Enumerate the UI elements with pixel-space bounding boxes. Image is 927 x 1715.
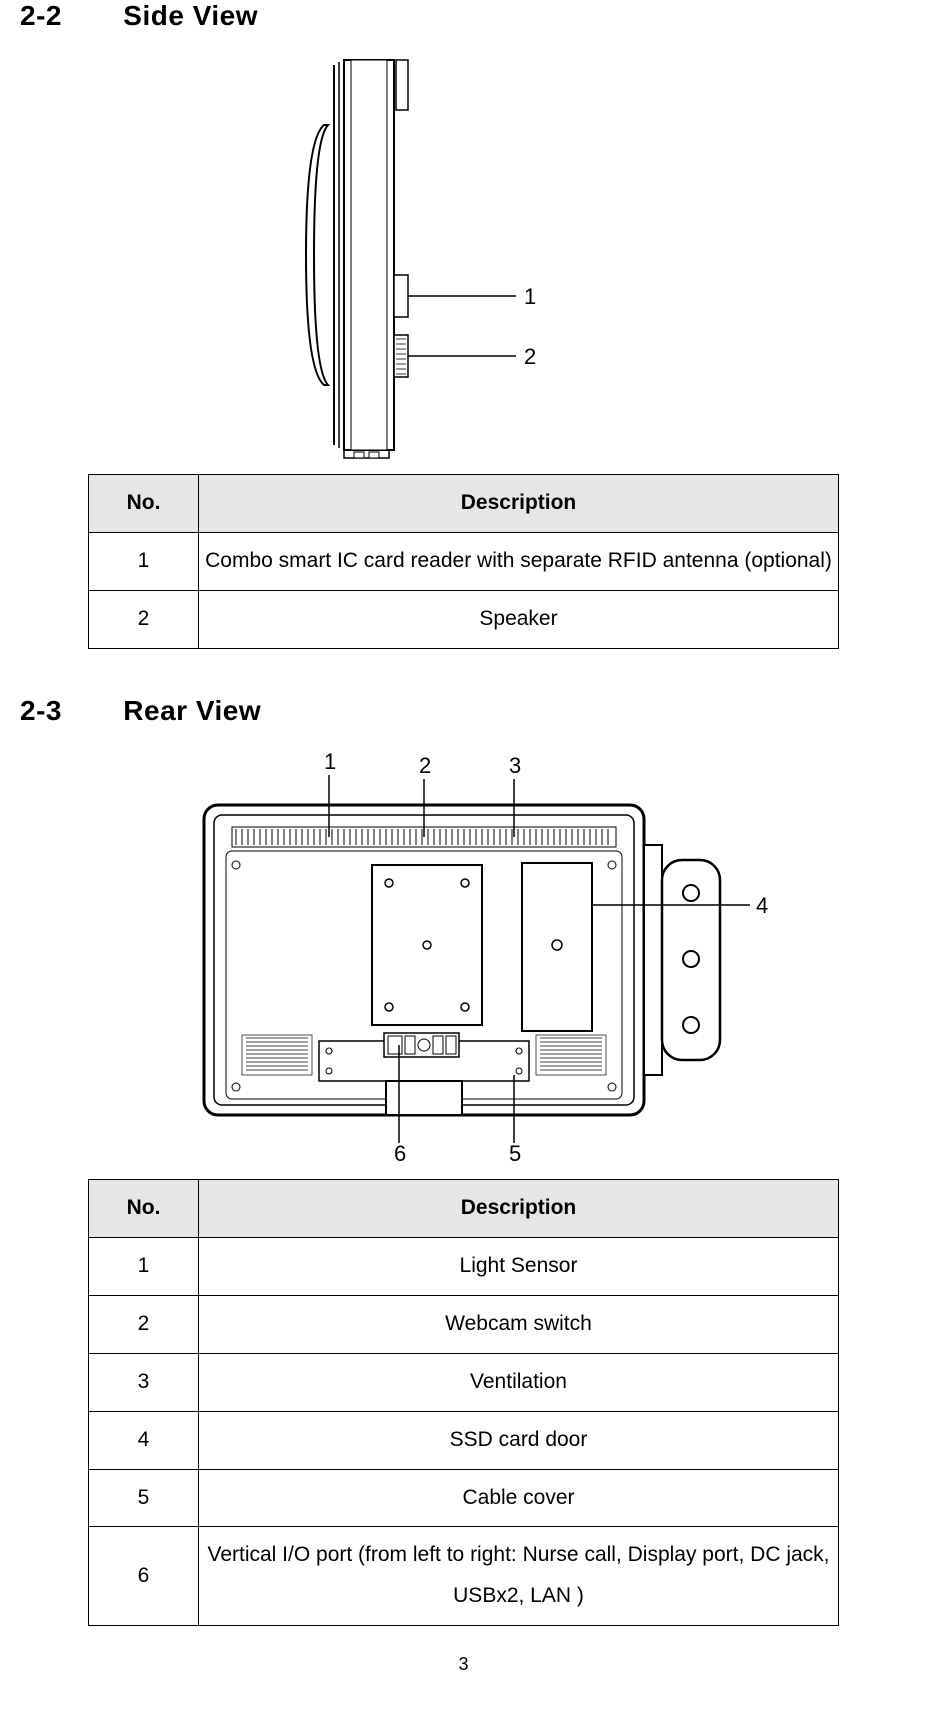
cell-desc: Speaker <box>199 590 839 648</box>
cell-desc: Combo smart IC card reader with separate… <box>199 532 839 590</box>
section-number-side: 2-2 <box>20 0 115 32</box>
cell-no: 1 <box>89 532 199 590</box>
cell-desc: Webcam switch <box>199 1295 839 1353</box>
side-view-table: No. Description 1 Combo smart IC card re… <box>88 474 839 649</box>
side-view-diagram: 1 2 <box>20 50 907 460</box>
rear-view-diagram: 1 2 3 4 5 6 <box>20 745 907 1165</box>
cell-no: 3 <box>89 1353 199 1411</box>
th-no: No. <box>89 475 199 533</box>
cell-no: 2 <box>89 590 199 648</box>
page-number: 3 <box>20 1654 907 1675</box>
rear-callout-4: 4 <box>756 893 768 918</box>
cell-no: 2 <box>89 1295 199 1353</box>
th-desc: Description <box>199 1179 839 1237</box>
section-heading-rear: 2-3 Rear View <box>20 695 907 727</box>
table-row: 4 SSD card door <box>89 1411 839 1469</box>
cell-desc: Cable cover <box>199 1469 839 1527</box>
section-number-rear: 2-3 <box>20 695 115 727</box>
section-heading-side: 2-2 Side View <box>20 0 907 32</box>
th-no: No. <box>89 1179 199 1237</box>
cell-desc: SSD card door <box>199 1411 839 1469</box>
cell-desc: Vertical I/O port (from left to right: N… <box>199 1527 839 1626</box>
table-row: 5 Cable cover <box>89 1469 839 1527</box>
cell-no: 4 <box>89 1411 199 1469</box>
rear-callout-6: 6 <box>394 1141 406 1165</box>
th-desc: Description <box>199 475 839 533</box>
table-row: 2 Speaker <box>89 590 839 648</box>
table-row: 6 Vertical I/O port (from left to right:… <box>89 1527 839 1626</box>
rear-callout-3: 3 <box>509 753 521 778</box>
table-row: 3 Ventilation <box>89 1353 839 1411</box>
section-title-side: Side View <box>123 0 258 31</box>
side-callout-2: 2 <box>524 344 536 369</box>
table-row: 1 Light Sensor <box>89 1237 839 1295</box>
cell-desc: Light Sensor <box>199 1237 839 1295</box>
cell-no: 6 <box>89 1527 199 1626</box>
table-row: 1 Combo smart IC card reader with separa… <box>89 532 839 590</box>
cell-no: 5 <box>89 1469 199 1527</box>
cell-desc: Ventilation <box>199 1353 839 1411</box>
rear-view-table: No. Description 1 Light Sensor 2 Webcam … <box>88 1179 839 1627</box>
table-row: 2 Webcam switch <box>89 1295 839 1353</box>
section-title-rear: Rear View <box>123 695 261 726</box>
rear-callout-5: 5 <box>509 1141 521 1165</box>
rear-callout-2: 2 <box>419 753 431 778</box>
cell-no: 1 <box>89 1237 199 1295</box>
side-callout-1: 1 <box>524 284 536 309</box>
rear-callout-1: 1 <box>324 749 336 774</box>
